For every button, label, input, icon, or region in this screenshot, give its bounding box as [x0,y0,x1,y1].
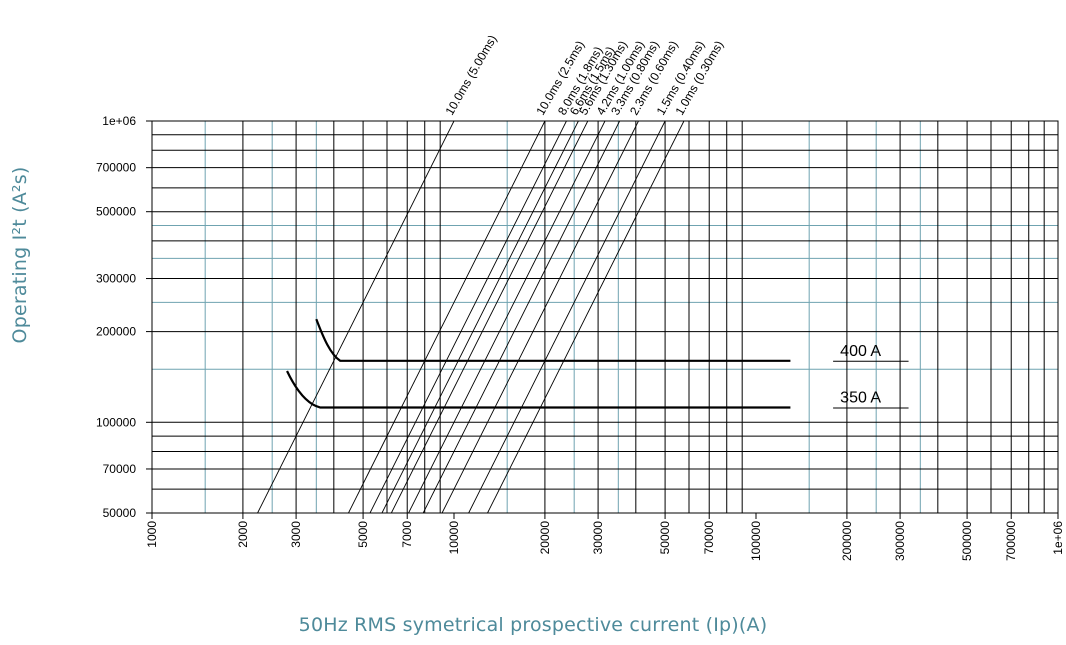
x-tick-label: 10000 [447,521,461,555]
y-axis-label: Operating I²t (A²s) [9,166,31,344]
y-tick-label: 700000 [96,161,136,175]
reference-line [487,120,685,514]
x-tick-label: 30000 [591,521,605,555]
series-labels: 400 A 350 A [833,343,909,409]
y-tick-labels: 50000 70000 100000 200000 300000 500000 700000… [96,114,136,520]
x-axis-label: 50Hz RMS symetrical prospective current … [298,614,768,636]
x-tick-label: 20000 [538,521,552,555]
x-tick-label: 100000 [749,521,763,561]
series-label: 350 A [840,389,881,406]
x-tick-label: 50000 [658,521,672,555]
reference-line [408,120,606,514]
reference-line [348,120,546,514]
x-tick-label: 1000 [145,521,159,548]
reference-line [468,120,666,514]
x-tick-label: 200000 [840,521,854,561]
reference-line [257,120,455,514]
plot-border [151,120,1059,514]
y-tick-label: 500000 [96,205,136,219]
series-curve [286,370,791,409]
x-tick-label: 2000 [236,521,250,548]
x-tick-label: 5000 [356,521,370,548]
grid-lines [152,120,1058,513]
plot-frame [146,120,1059,519]
series-curve [315,318,791,362]
series-curves [286,318,791,409]
reference-line [369,120,567,514]
reference-line [381,120,579,514]
y-tick-label: 50000 [103,506,137,520]
reference-line [441,120,639,514]
y-tick-label: 200000 [96,325,136,339]
reference-lines [257,120,685,514]
reference-line-label: 10.0ms (5.00ms) [442,33,499,118]
x-tick-label: 700000 [1004,521,1018,561]
series-label: 400 A [840,343,881,360]
x-tick-label: 7000 [400,521,414,548]
y-tick-label: 70000 [103,462,137,476]
x-tick-label: 1e+06 [1051,521,1065,555]
reference-line-labels: 10.0ms (5.00ms) 10.0ms (2.5ms)8.0ms (1.8m… [442,33,726,118]
x-tick-labels: 1000 2000 3000 5000 7000 10000 20000 30000 50000… [145,521,1065,561]
x-tick-label: 3000 [289,521,303,548]
y-tick-label: 300000 [96,272,136,286]
reference-line [390,120,589,514]
x-tick-label: 500000 [960,521,974,561]
y-tick-label: 100000 [96,415,136,429]
y-tick-label: 1e+06 [102,114,136,128]
reference-line [422,120,621,514]
x-tick-label: 300000 [893,521,907,561]
x-tick-label: 70000 [702,521,716,555]
